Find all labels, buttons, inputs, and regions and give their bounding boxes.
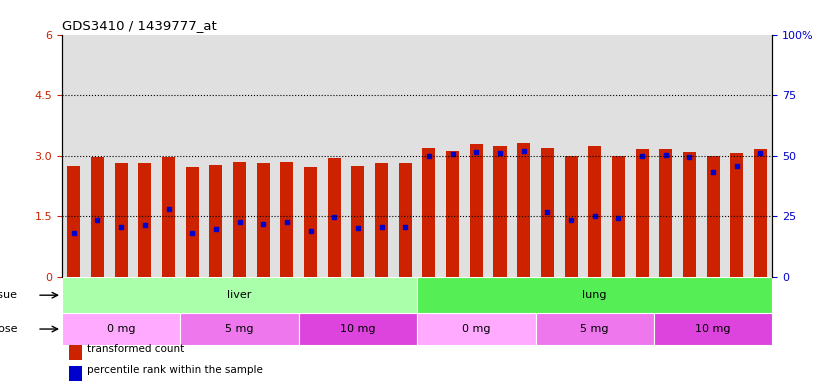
Bar [251,35,275,277]
Bar [351,166,364,277]
Bar [186,167,199,277]
Bar [701,35,725,277]
Bar [441,35,464,277]
Bar [535,35,559,277]
Bar [304,167,317,277]
Bar [635,149,648,277]
Bar [62,277,417,313]
Bar [233,162,246,277]
Bar [322,35,346,277]
Bar [138,163,151,277]
Bar [62,313,180,345]
Bar [115,163,128,277]
Bar [659,149,672,277]
Bar [564,156,577,277]
Bar [517,143,530,277]
Text: 0 mg: 0 mg [462,324,491,334]
Bar [346,35,370,277]
Bar [299,313,417,345]
Text: 10 mg: 10 mg [340,324,376,334]
Bar [280,162,293,277]
Bar [375,163,388,277]
Text: dose: dose [0,324,18,334]
Bar [162,157,175,277]
Bar [606,35,630,277]
Bar [109,35,133,277]
Bar [91,157,104,277]
Bar [559,35,583,277]
Text: 10 mg: 10 mg [695,324,731,334]
Bar [67,166,80,277]
Text: tissue: tissue [0,290,18,300]
Bar [180,35,204,277]
Bar [257,163,270,277]
Bar [69,345,82,360]
Bar [748,35,772,277]
Bar [86,35,109,277]
Bar [62,35,86,277]
Bar [512,35,535,277]
Bar [677,35,701,277]
Bar [654,313,772,345]
Bar [180,313,299,345]
Bar [370,35,393,277]
Bar [464,35,488,277]
Bar [535,313,654,345]
Bar [275,35,299,277]
Bar [417,35,441,277]
Bar [417,277,772,313]
Bar [446,151,459,277]
Bar [204,35,228,277]
Bar [654,35,677,277]
Text: percentile rank within the sample: percentile rank within the sample [87,365,263,375]
Bar [328,158,341,277]
Bar [493,146,506,277]
Bar [299,35,322,277]
Bar [541,148,554,277]
Bar [399,163,412,277]
Bar [470,144,483,277]
Bar [706,156,719,277]
Bar [69,366,82,381]
Bar [612,156,625,277]
Text: liver: liver [227,290,252,300]
Bar [488,35,512,277]
Text: lung: lung [582,290,607,300]
Bar [422,148,435,277]
Text: transformed count: transformed count [87,344,184,354]
Text: 5 mg: 5 mg [581,324,609,334]
Bar [417,313,535,345]
Bar [228,35,251,277]
Text: 5 mg: 5 mg [225,324,254,334]
Bar [133,35,157,277]
Bar [730,152,743,277]
Bar [754,149,767,277]
Bar [725,35,748,277]
Bar [209,165,222,277]
Bar [588,146,601,277]
Bar [630,35,654,277]
Bar [583,35,606,277]
Bar [393,35,417,277]
Text: GDS3410 / 1439777_at: GDS3410 / 1439777_at [62,19,216,32]
Bar [157,35,180,277]
Text: 0 mg: 0 mg [107,324,135,334]
Bar [683,152,696,277]
